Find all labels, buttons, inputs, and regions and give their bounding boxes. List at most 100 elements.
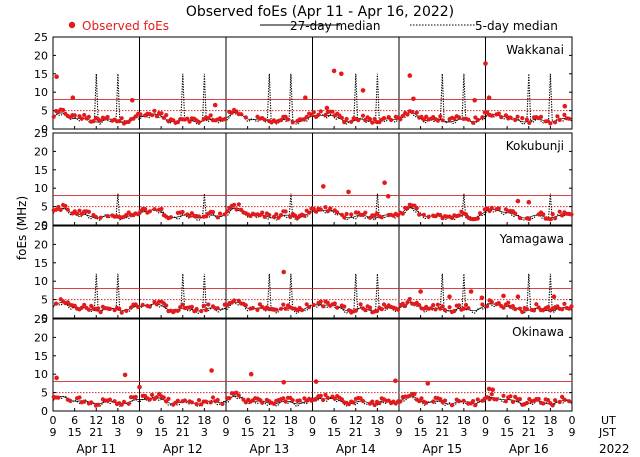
- day-label: Apr 12: [163, 442, 203, 456]
- observed-point: [318, 393, 323, 398]
- observed-point: [440, 118, 445, 123]
- jst-tick-label: 21: [435, 426, 449, 439]
- observed-point: [424, 114, 429, 119]
- jst-tick-label: 15: [68, 426, 82, 439]
- observed-point: [175, 308, 180, 313]
- observed-point: [520, 309, 525, 315]
- observed-point: [128, 305, 134, 310]
- observed-point: [93, 214, 98, 220]
- observed-point: [489, 113, 494, 118]
- ut-tick-label: 6: [504, 414, 511, 427]
- y-tick-label: 10: [34, 86, 48, 99]
- observed-point: [107, 306, 112, 311]
- y-tick-label: 15: [34, 68, 48, 81]
- y-tick-label: 0: [41, 123, 48, 136]
- observed-point: [351, 400, 356, 405]
- observed-point: [180, 302, 185, 307]
- observed-point: [260, 400, 265, 405]
- y-tick-label: 15: [34, 350, 48, 363]
- observed-point: [313, 379, 319, 384]
- observed-point: [278, 118, 284, 123]
- observed-point: [471, 399, 476, 404]
- observed-point: [175, 398, 180, 403]
- observed-point: [433, 307, 438, 312]
- observed-point: [199, 402, 204, 407]
- observed-point: [283, 306, 288, 311]
- observed-point: [274, 307, 279, 312]
- observed-point: [105, 114, 110, 120]
- observed-point: [342, 215, 347, 220]
- observed-point: [159, 111, 164, 116]
- observed-point: [456, 115, 462, 120]
- observed-point: [70, 95, 76, 100]
- observed-point: [346, 189, 351, 195]
- observed-point: [189, 304, 194, 309]
- observed-point: [438, 114, 443, 119]
- observed-point: [360, 88, 366, 93]
- y-tick-label: 5: [41, 201, 48, 214]
- observed-point: [86, 114, 91, 119]
- jst-tick-label: 9: [50, 426, 57, 439]
- observed-point: [431, 399, 436, 404]
- observed-point: [304, 302, 309, 307]
- observed-point: [418, 289, 423, 294]
- observed-point: [363, 308, 368, 313]
- observed-point: [414, 110, 419, 115]
- observed-point: [283, 114, 288, 119]
- observed-point: [332, 301, 337, 306]
- observed-point: [567, 399, 572, 404]
- observed-point: [86, 209, 91, 214]
- observed-point: [541, 401, 546, 406]
- observed-point: [553, 398, 558, 403]
- ut-tick-label: 12: [176, 414, 190, 427]
- station-panels: 0 5 10 15 20 25 Wakkanai 0 5 10 15 20 25 Kokubunji 0 5 1…: [34, 31, 574, 418]
- observed-point: [196, 214, 202, 219]
- observed-point: [486, 386, 492, 392]
- observed-point: [122, 372, 128, 378]
- median-5day-line: [52, 394, 573, 408]
- observed-point: [68, 398, 73, 403]
- observed-point: [58, 207, 63, 212]
- legend-27day-label: 27-day median: [290, 19, 380, 33]
- observed-point: [77, 208, 82, 213]
- ut-tick-label: 0: [309, 414, 316, 427]
- observed-point: [461, 306, 466, 311]
- jst-tick-label: 3: [114, 426, 121, 439]
- observed-point: [421, 212, 426, 217]
- observed-point: [54, 301, 59, 306]
- ut-tick-label: 0: [50, 414, 57, 427]
- observed-point: [545, 398, 551, 403]
- day-label: Apr 13: [249, 442, 289, 456]
- observed-point: [440, 304, 445, 309]
- observed-point: [321, 184, 326, 189]
- observed-point: [323, 112, 328, 118]
- observed-point: [421, 117, 426, 122]
- observed-point: [553, 120, 558, 125]
- observed-point: [501, 293, 506, 299]
- observed-point: [527, 216, 532, 222]
- observed-point: [318, 207, 323, 212]
- observed-point: [133, 394, 138, 400]
- observed-point: [557, 399, 562, 405]
- ut-tick-label: 12: [349, 414, 363, 427]
- observed-point: [358, 396, 363, 401]
- jst-tick-label: 9: [223, 426, 230, 439]
- observed-point: [318, 109, 323, 114]
- observed-point: [536, 396, 541, 402]
- y-tick-label: 20: [34, 331, 48, 344]
- observed-point: [107, 397, 112, 402]
- panel-kokubunji: 0 5 10 15 20 25 Kokubunji: [34, 127, 574, 232]
- ut-tick-label: 0: [396, 414, 403, 427]
- y-tick-label: 5: [41, 105, 48, 118]
- observed-point: [344, 211, 349, 217]
- jst-tick-label: 21: [522, 426, 536, 439]
- observed-point: [510, 399, 515, 404]
- observed-point: [483, 61, 488, 66]
- jst-tick-label: 3: [547, 426, 554, 439]
- observed-point: [152, 207, 157, 212]
- observed-point: [79, 305, 84, 310]
- observed-point: [307, 305, 312, 310]
- observed-point: [63, 203, 68, 209]
- observed-point: [194, 402, 199, 407]
